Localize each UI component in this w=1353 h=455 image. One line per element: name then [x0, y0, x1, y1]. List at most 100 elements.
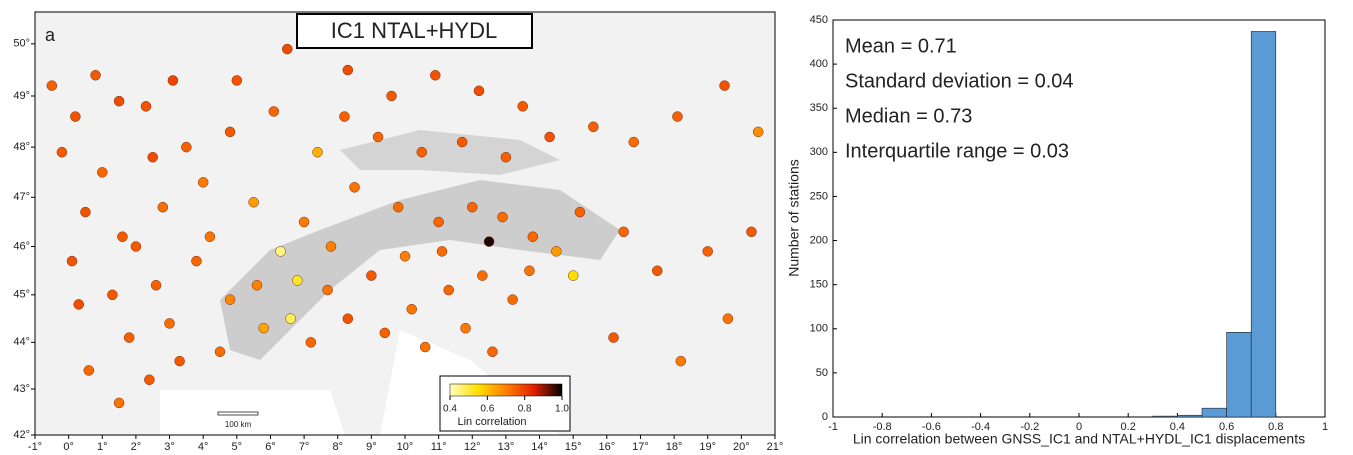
x-tick-label: -0.4	[971, 421, 990, 433]
station	[407, 304, 417, 314]
station	[343, 65, 353, 75]
panel-label: a	[45, 25, 56, 45]
bar	[1227, 332, 1252, 417]
station	[676, 356, 686, 366]
station	[259, 323, 269, 333]
x-tick-label: 16°	[598, 441, 615, 453]
map-title: IC1 NTAL+HYDL	[331, 18, 497, 43]
y-tick-label: 48°	[13, 141, 30, 153]
station	[380, 328, 390, 338]
station	[282, 44, 292, 54]
x-tick-label: -0.8	[873, 421, 892, 433]
station	[252, 280, 262, 290]
station	[249, 197, 259, 207]
station	[461, 323, 471, 333]
station	[417, 147, 427, 157]
station	[225, 127, 235, 137]
station	[373, 132, 383, 142]
y-tick-label: 250	[810, 190, 828, 202]
station	[276, 246, 286, 256]
station	[148, 152, 158, 162]
station	[232, 75, 242, 85]
station	[474, 86, 484, 96]
x-tick-label: 1	[1322, 421, 1328, 433]
x-tick-label: 0.4	[1170, 421, 1185, 433]
station	[528, 232, 538, 242]
station	[524, 266, 534, 276]
station	[47, 81, 57, 91]
station	[400, 251, 410, 261]
station	[746, 227, 756, 237]
bar	[1251, 31, 1276, 417]
x-tick-label: 9°	[366, 441, 377, 453]
x-tick-label: 8°	[332, 441, 343, 453]
station	[326, 241, 336, 251]
stat-annotation: Median = 0.73	[845, 105, 972, 127]
station	[215, 347, 225, 357]
station	[551, 246, 561, 256]
x-tick-label: 20°	[733, 441, 750, 453]
x-tick-label: 3°	[164, 441, 175, 453]
station	[652, 266, 662, 276]
station	[467, 202, 477, 212]
station	[168, 75, 178, 85]
station	[487, 347, 497, 357]
y-tick-label: 45°	[13, 289, 30, 301]
station	[84, 365, 94, 375]
station	[306, 337, 316, 347]
x-tick-label: 15°	[565, 441, 582, 453]
station	[444, 285, 454, 295]
station	[114, 96, 124, 106]
station	[67, 256, 77, 266]
x-tick-label: 6°	[265, 441, 276, 453]
station	[91, 70, 101, 80]
station	[292, 275, 302, 285]
station	[107, 290, 117, 300]
y-tick-label: 43°	[13, 383, 30, 395]
x-tick-label: 11°	[431, 441, 447, 453]
x-tick-label: -1	[828, 421, 838, 433]
x-tick-label: -0.6	[922, 421, 941, 433]
y-tick-label: 450	[810, 14, 828, 26]
x-tick-label: 0.8	[1268, 421, 1283, 433]
y-tick-label: 300	[810, 146, 828, 158]
x-tick-label: 21°	[767, 441, 784, 453]
x-tick-label: 5°	[232, 441, 243, 453]
x-tick-label: 12°	[464, 441, 481, 453]
y-tick-label: 49°	[13, 90, 30, 102]
x-tick-label: 4°	[198, 441, 209, 453]
station	[545, 132, 555, 142]
station	[225, 295, 235, 305]
station	[720, 81, 730, 91]
x-tick-label: 14°	[531, 441, 548, 453]
y-tick-label: 100	[810, 323, 828, 335]
x-tick-label: 18°	[666, 441, 683, 453]
stat-annotation: Standard deviation = 0.04	[845, 70, 1074, 92]
colorbar-label: Lin correlation	[457, 416, 526, 428]
y-tick-label: 44°	[13, 336, 30, 348]
station	[80, 207, 90, 217]
x-tick-label: 1°	[97, 441, 108, 453]
colorbar-tick-label: 0.8	[518, 404, 532, 415]
station	[191, 256, 201, 266]
station	[299, 217, 309, 227]
x-tick-label: 0.2	[1121, 421, 1136, 433]
y-tick-label: 46°	[13, 240, 30, 252]
station	[703, 246, 713, 256]
station	[498, 212, 508, 222]
station	[568, 271, 578, 281]
station	[501, 152, 511, 162]
station	[430, 70, 440, 80]
station	[141, 101, 151, 111]
bar	[1177, 415, 1202, 417]
station	[393, 202, 403, 212]
station	[609, 333, 619, 343]
station	[70, 112, 80, 122]
station	[286, 314, 296, 324]
x-tick-label: -0.2	[1020, 421, 1039, 433]
bar	[1202, 408, 1227, 417]
station	[165, 318, 175, 328]
stat-annotation: Mean = 0.71	[845, 35, 957, 57]
station	[117, 232, 127, 242]
y-axis-label: Number of stations	[786, 159, 802, 277]
